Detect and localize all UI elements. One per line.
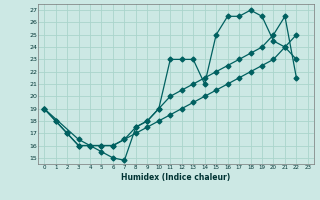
X-axis label: Humidex (Indice chaleur): Humidex (Indice chaleur) (121, 173, 231, 182)
